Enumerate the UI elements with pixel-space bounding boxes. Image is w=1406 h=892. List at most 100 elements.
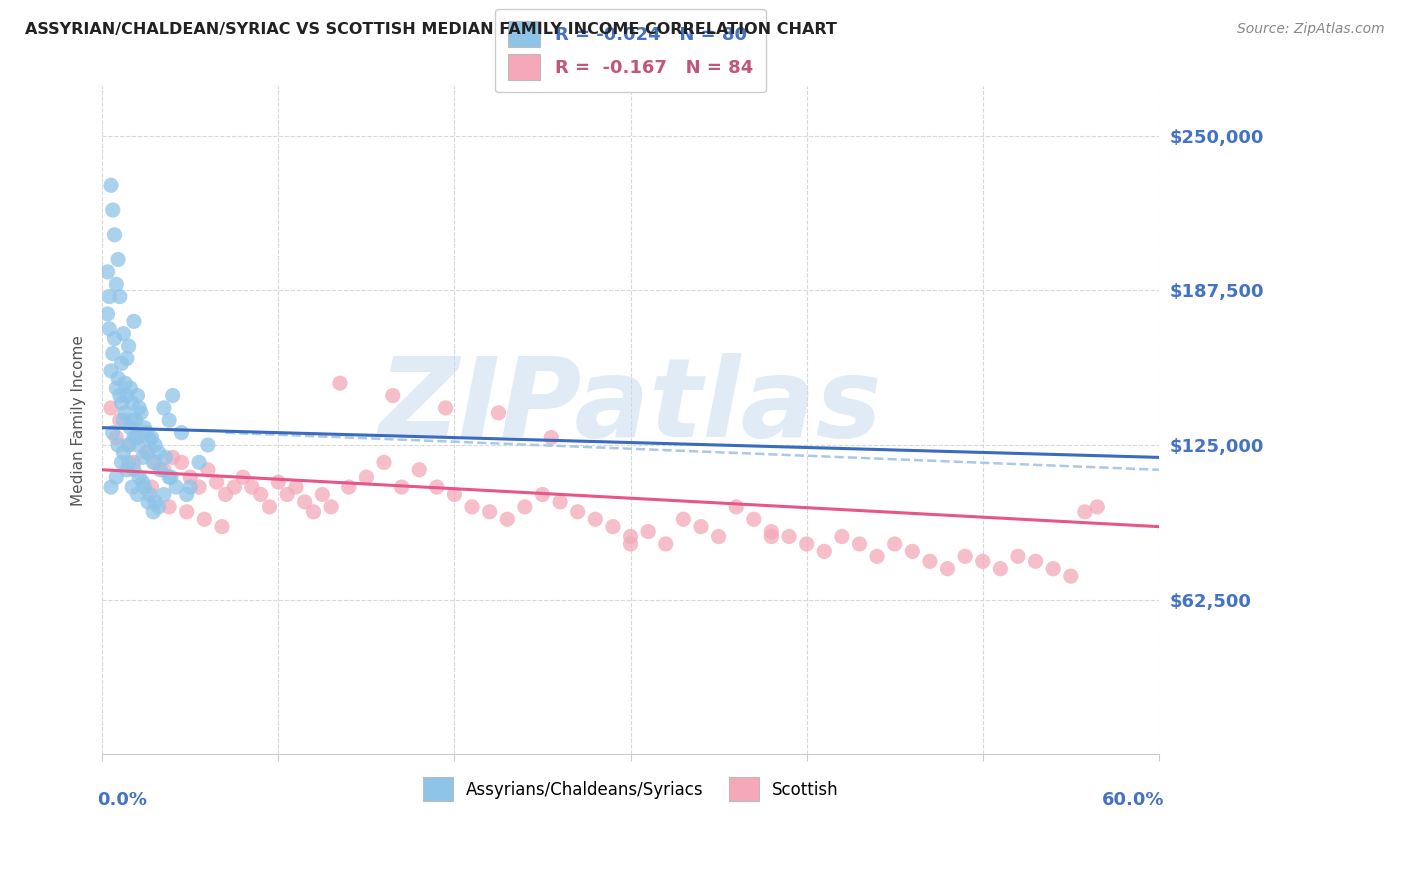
Point (157, 500, 180, 514)
Point (311, 487, 333, 501)
Point (443, 487, 465, 501)
Point (831, 530, 853, 544)
Point (121, 396, 143, 410)
Point (373, 455, 395, 469)
Text: 60.0%: 60.0% (1102, 791, 1164, 809)
Point (142, 455, 165, 469)
Point (139, 487, 162, 501)
Point (1060, 569, 1083, 583)
Point (108, 413, 131, 427)
Point (179, 480, 201, 494)
Point (112, 445, 135, 459)
Point (117, 438, 139, 452)
Point (197, 463, 219, 477)
Point (356, 470, 378, 484)
Point (583, 512, 606, 526)
Point (117, 455, 139, 469)
Point (115, 388, 138, 402)
Point (143, 455, 166, 469)
Point (655, 537, 678, 551)
Point (953, 549, 976, 564)
Point (179, 470, 201, 484)
Point (96, 307, 118, 321)
Point (122, 463, 145, 477)
Point (707, 530, 730, 544)
Point (170, 425, 193, 440)
Point (302, 505, 325, 519)
Point (122, 314, 145, 328)
Point (132, 475, 155, 489)
Point (128, 401, 150, 415)
Text: 0.0%: 0.0% (97, 791, 148, 809)
Point (117, 438, 139, 452)
Point (1074, 505, 1097, 519)
Point (381, 388, 404, 402)
Point (103, 332, 125, 346)
Point (761, 524, 783, 539)
Point (162, 450, 184, 465)
Point (224, 480, 246, 494)
Point (434, 401, 457, 415)
Point (136, 495, 159, 509)
Point (637, 524, 659, 539)
Point (284, 480, 307, 494)
Point (866, 549, 889, 564)
Point (143, 495, 166, 509)
Point (112, 413, 135, 427)
Point (936, 562, 959, 576)
Y-axis label: Median Family Income: Median Family Income (72, 334, 86, 506)
Point (848, 537, 870, 551)
Point (136, 445, 159, 459)
Text: ASSYRIAN/CHALDEAN/SYRIAC VS SCOTTISH MEDIAN FAMILY INCOME CORRELATION CHART: ASSYRIAN/CHALDEAN/SYRIAC VS SCOTTISH MED… (25, 22, 837, 37)
Point (276, 487, 298, 501)
Point (176, 487, 198, 501)
Point (128, 470, 150, 484)
Point (143, 438, 166, 452)
Point (478, 505, 501, 519)
Point (121, 480, 143, 494)
Point (294, 495, 316, 509)
Point (602, 519, 624, 533)
Point (115, 463, 138, 477)
Point (153, 401, 176, 415)
Point (134, 420, 156, 434)
Point (883, 537, 905, 551)
Point (1085, 500, 1108, 514)
Point (101, 425, 124, 440)
Point (197, 438, 219, 452)
Point (114, 406, 136, 420)
Point (115, 351, 138, 366)
Point (127, 487, 149, 501)
Point (461, 500, 484, 514)
Point (540, 431, 562, 445)
Point (972, 554, 994, 568)
Point (108, 290, 131, 304)
Point (321, 500, 343, 514)
Point (391, 480, 413, 494)
Point (918, 554, 941, 568)
Point (188, 455, 211, 469)
Point (193, 512, 215, 526)
Point (127, 388, 149, 402)
Point (690, 519, 713, 533)
Point (120, 381, 142, 395)
Point (672, 512, 695, 526)
Point (488, 406, 510, 420)
Point (165, 480, 187, 494)
Point (267, 475, 290, 489)
Point (153, 463, 176, 477)
Point (122, 431, 145, 445)
Point (98, 322, 121, 336)
Point (1042, 562, 1064, 576)
Point (129, 406, 152, 420)
Point (141, 480, 163, 494)
Text: Source: ZipAtlas.com: Source: ZipAtlas.com (1237, 22, 1385, 37)
Point (105, 431, 128, 445)
Point (813, 544, 835, 558)
Point (496, 512, 519, 526)
Point (148, 500, 170, 514)
Point (232, 470, 254, 484)
Point (110, 455, 132, 469)
Point (139, 433, 162, 447)
Point (619, 537, 641, 551)
